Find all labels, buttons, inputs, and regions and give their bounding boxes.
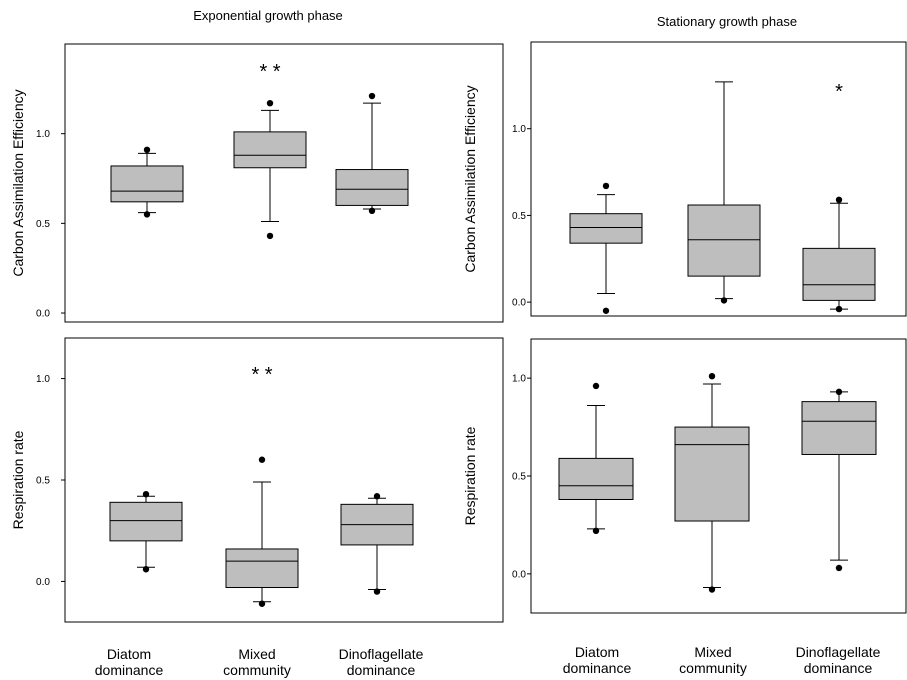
outlier-point xyxy=(143,146,151,154)
y-tick-label: 0.5 xyxy=(512,472,526,483)
box-iqr xyxy=(687,204,761,277)
outlier-point xyxy=(720,297,728,304)
box-iqr xyxy=(802,247,876,301)
box-1: * * xyxy=(225,364,299,607)
y-tick-label: 0.5 xyxy=(512,211,526,222)
panel-0: 0.0 0.5 1.0 Carbon Assimilation Efficiency *… xyxy=(10,43,504,323)
box-iqr xyxy=(801,401,877,455)
box-0 xyxy=(558,382,634,534)
column-title-stationary: Stationary growth phase xyxy=(657,14,797,29)
outlier-point xyxy=(592,382,600,390)
box-2 xyxy=(801,388,877,572)
box-1 xyxy=(674,372,750,593)
box-iqr xyxy=(110,165,184,203)
category-label-diatom-right-line2: dominance xyxy=(563,660,632,676)
box-iqr xyxy=(558,457,634,500)
outlier-point xyxy=(592,527,600,534)
y-axis-label: Respiration rate xyxy=(10,430,26,529)
box-1: * * xyxy=(233,61,307,240)
category-label-dino-left-line2: dominance xyxy=(347,662,416,678)
significance-marker: * * xyxy=(259,61,280,83)
outlier-point xyxy=(266,99,274,107)
category-label-diatom-left-line1: Diatom xyxy=(107,646,151,662)
outlier-point xyxy=(835,305,843,313)
box-iqr xyxy=(569,213,643,244)
column-title-exponential: Exponential growth phase xyxy=(193,8,343,23)
outlier-point xyxy=(142,491,150,498)
box-1 xyxy=(687,81,761,304)
box-2 xyxy=(335,92,409,214)
category-label-diatom-left-line2: dominance xyxy=(95,662,164,678)
y-tick-label: 0.5 xyxy=(36,476,50,487)
box-iqr xyxy=(225,548,299,589)
box-2: * xyxy=(802,81,876,313)
y-axis-label: Respiration rate xyxy=(462,426,478,525)
panel-1: 0.0 0.5 1.0 Carbon Assimilation Efficiency * xyxy=(462,41,907,317)
y-tick-label: 1.0 xyxy=(512,124,526,135)
box-iqr xyxy=(233,131,307,169)
category-label-mixed-right-line1: Mixed xyxy=(694,644,731,660)
significance-marker: * * xyxy=(251,364,272,386)
y-tick-label: 0.0 xyxy=(512,298,526,309)
category-label-dino-right-line2: dominance xyxy=(804,660,873,676)
outlier-point xyxy=(258,600,266,607)
y-axis-label: Carbon Assimilation Efficiency xyxy=(10,89,26,276)
outlier-point xyxy=(258,456,266,463)
y-tick-label: 0.0 xyxy=(36,577,50,588)
outlier-point xyxy=(602,182,610,190)
outlier-point xyxy=(142,566,150,573)
category-label-dino-right-line1: Dinoflagellate xyxy=(796,644,881,660)
y-tick-label: 0.0 xyxy=(36,309,50,320)
outlier-point xyxy=(708,372,716,380)
y-tick-label: 1.0 xyxy=(36,129,50,140)
box-0 xyxy=(109,491,183,573)
outlier-point xyxy=(368,207,376,214)
outlier-point xyxy=(835,196,843,204)
y-axis-label: Carbon Assimilation Efficiency xyxy=(462,85,478,272)
outlier-point xyxy=(373,493,381,500)
y-tick-label: 0.0 xyxy=(512,569,526,580)
panel-2: 0.0 0.5 1.0 Respiration rate * * xyxy=(10,337,504,623)
significance-marker: * xyxy=(835,81,843,103)
outlier-point xyxy=(373,588,381,595)
outlier-point xyxy=(602,307,610,314)
box-2 xyxy=(340,493,414,595)
category-label-mixed-left-line1: Mixed xyxy=(238,646,275,662)
category-label-diatom-right-line1: Diatom xyxy=(575,644,619,660)
box-0 xyxy=(110,146,184,218)
y-tick-label: 1.0 xyxy=(512,374,526,385)
box-0 xyxy=(569,182,643,314)
outlier-point xyxy=(708,586,716,593)
outlier-point xyxy=(835,564,843,572)
outlier-point xyxy=(368,92,376,100)
y-tick-label: 0.5 xyxy=(36,219,50,230)
panel-3: 0.0 0.5 1.0 Respiration rate xyxy=(462,338,907,614)
category-label-mixed-right-line2: community xyxy=(679,660,747,676)
outlier-point xyxy=(143,211,151,218)
box-iqr xyxy=(674,426,750,522)
box-iqr xyxy=(109,501,183,542)
box-iqr xyxy=(335,169,409,206)
y-tick-label: 1.0 xyxy=(36,374,50,385)
category-label-dino-left-line1: Dinoflagellate xyxy=(339,646,424,662)
outlier-point xyxy=(835,388,843,396)
outlier-point xyxy=(266,232,274,240)
category-label-mixed-left-line2: community xyxy=(223,662,291,678)
